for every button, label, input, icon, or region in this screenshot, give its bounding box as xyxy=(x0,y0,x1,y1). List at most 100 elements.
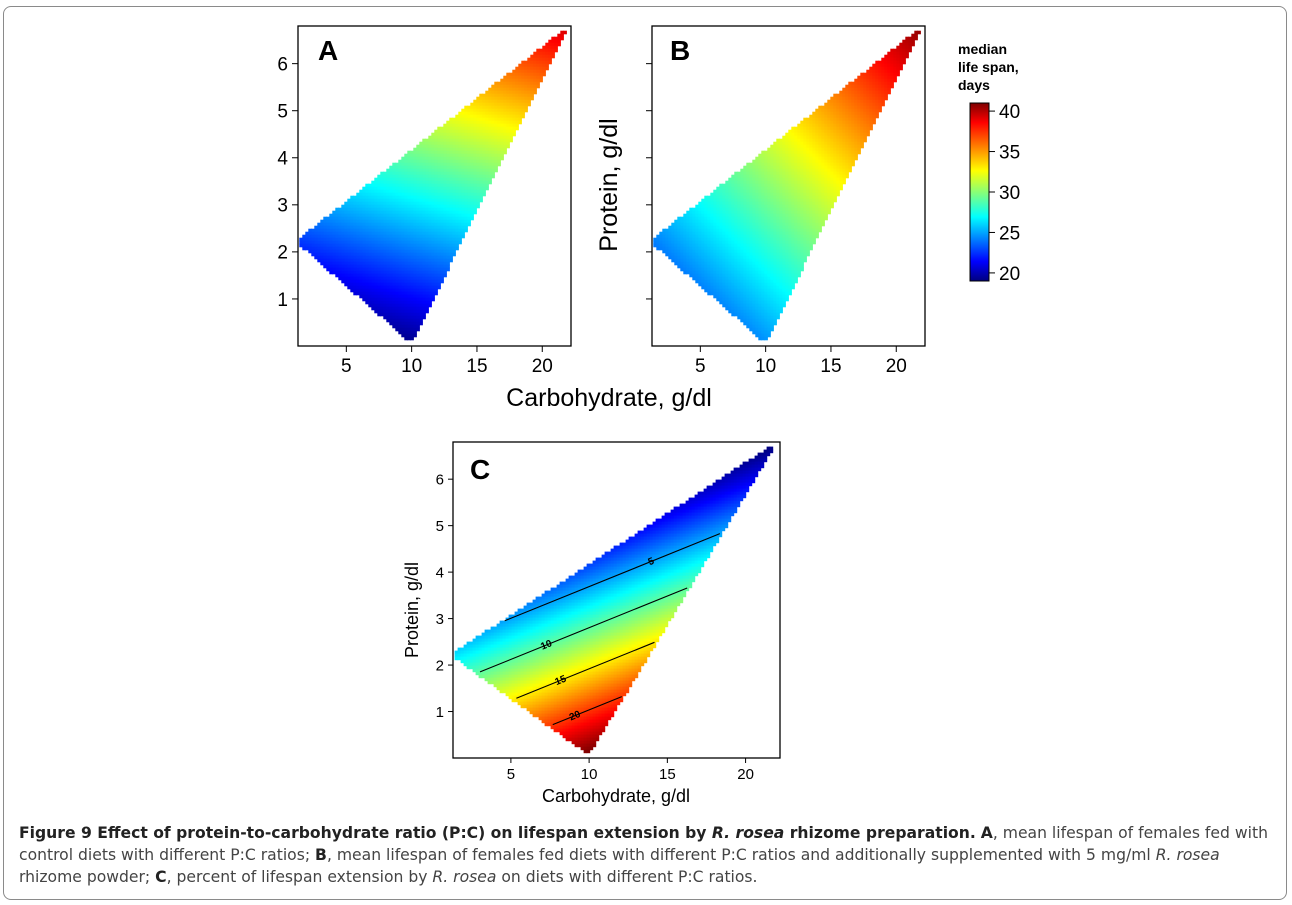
heatmap-cell xyxy=(422,312,426,317)
heatmap-cell xyxy=(413,192,417,197)
heatmap-cell xyxy=(497,93,501,98)
heatmap-cell xyxy=(401,303,405,308)
heatmap-cell xyxy=(527,63,531,68)
heatmap-cell xyxy=(863,129,867,134)
heatmap-cell xyxy=(410,225,414,230)
heatmap-cell xyxy=(659,231,663,236)
heatmap-cell xyxy=(338,234,342,239)
heatmap-cell xyxy=(482,183,486,188)
heatmap-cell xyxy=(839,153,843,158)
heatmap-cell xyxy=(350,210,354,215)
heatmap-cell xyxy=(740,234,744,239)
heatmap-cell xyxy=(434,189,438,194)
heatmap-cell xyxy=(851,123,855,128)
heatmap-cell xyxy=(338,267,342,272)
heatmap-cell xyxy=(788,171,792,176)
heatmap-cell xyxy=(359,261,363,266)
heatmap-cell xyxy=(398,192,402,197)
heatmap-cell xyxy=(497,126,501,131)
heatmap-cell xyxy=(836,111,840,116)
heatmap-cell xyxy=(833,123,837,128)
heatmap-cell xyxy=(833,150,837,155)
heatmap-cell xyxy=(539,78,543,83)
heatmap-cell xyxy=(722,189,726,194)
heatmap-cell xyxy=(803,162,807,167)
heatmap-cell xyxy=(494,129,498,134)
heatmap-cell xyxy=(773,237,777,242)
heatmap-cell xyxy=(800,231,804,236)
heatmap-cell xyxy=(770,183,774,188)
heatmap-cell xyxy=(836,132,840,137)
heatmap-cell xyxy=(821,180,825,185)
heatmap-cell xyxy=(395,228,399,233)
heatmap-cell xyxy=(806,126,810,131)
heatmap-cell xyxy=(734,198,738,203)
heatmap-cell xyxy=(416,315,420,320)
heatmap-cell xyxy=(827,207,831,212)
heatmap-cell xyxy=(455,201,459,206)
heatmap-cell xyxy=(731,183,735,188)
heatmap-cell xyxy=(896,72,900,77)
heatmap-cell xyxy=(443,189,447,194)
heatmap-cell xyxy=(818,138,822,143)
heatmap-cell xyxy=(413,294,417,299)
heatmap-cell xyxy=(734,207,738,212)
heatmap-cell xyxy=(389,264,393,269)
heatmap-cell xyxy=(326,264,330,269)
heatmap-cell xyxy=(356,231,360,236)
heatmap-cell xyxy=(404,231,408,236)
heatmap-cell xyxy=(389,261,393,266)
heatmap-cell xyxy=(752,198,756,203)
heatmap-cell xyxy=(377,252,381,257)
heatmap-cell xyxy=(671,243,675,248)
heatmap-cell xyxy=(671,231,675,236)
heatmap-cell xyxy=(449,117,453,122)
heatmap-cell xyxy=(464,150,468,155)
heatmap-cell xyxy=(437,228,441,233)
heatmap-cell xyxy=(854,132,858,137)
heatmap-cell xyxy=(389,267,393,272)
heatmap-cell xyxy=(779,147,783,152)
heatmap-cell xyxy=(677,216,681,221)
heatmap-cell xyxy=(413,225,417,230)
heatmap-cell xyxy=(482,150,486,155)
heatmap-cell xyxy=(365,234,369,239)
heatmap-cell xyxy=(818,141,822,146)
heatmap-cell xyxy=(362,249,366,254)
heatmap-cell xyxy=(410,153,414,158)
heatmap-cell xyxy=(704,207,708,212)
heatmap-cell xyxy=(878,69,882,74)
heatmap-cell xyxy=(542,54,546,59)
heatmap-cell xyxy=(431,252,435,257)
heatmap-cell xyxy=(509,81,513,86)
heatmap-cell xyxy=(428,201,432,206)
heatmap-cell xyxy=(770,174,774,179)
heatmap-cell xyxy=(410,156,414,161)
heatmap-cell xyxy=(740,219,744,224)
heatmap-cell xyxy=(830,129,834,134)
heatmap-cell xyxy=(809,162,813,167)
heatmap-cell xyxy=(395,207,399,212)
heatmap-cell xyxy=(443,240,447,245)
heatmap-cell xyxy=(857,129,861,134)
heatmap-cell xyxy=(761,240,765,245)
heatmap-cell xyxy=(521,105,525,110)
heatmap-cell xyxy=(509,105,513,110)
heatmap-cell xyxy=(839,171,843,176)
heatmap-cell xyxy=(425,240,429,245)
heatmap-cell xyxy=(437,261,441,266)
heatmap-cell xyxy=(821,198,825,203)
heatmap-cell xyxy=(521,60,525,65)
heatmap-cell xyxy=(332,258,336,263)
heatmap-cell xyxy=(482,174,486,179)
heatmap-cell xyxy=(842,126,846,131)
heatmap-cell xyxy=(506,84,510,89)
heatmap-cell xyxy=(380,294,384,299)
heatmap-cell xyxy=(389,240,393,245)
heatmap-cell xyxy=(758,174,762,179)
heatmap-cell xyxy=(386,264,390,269)
heatmap-cell xyxy=(782,216,786,221)
heatmap-cell xyxy=(467,177,471,182)
heatmap-cell xyxy=(452,123,456,128)
heatmap-cell xyxy=(887,87,891,92)
